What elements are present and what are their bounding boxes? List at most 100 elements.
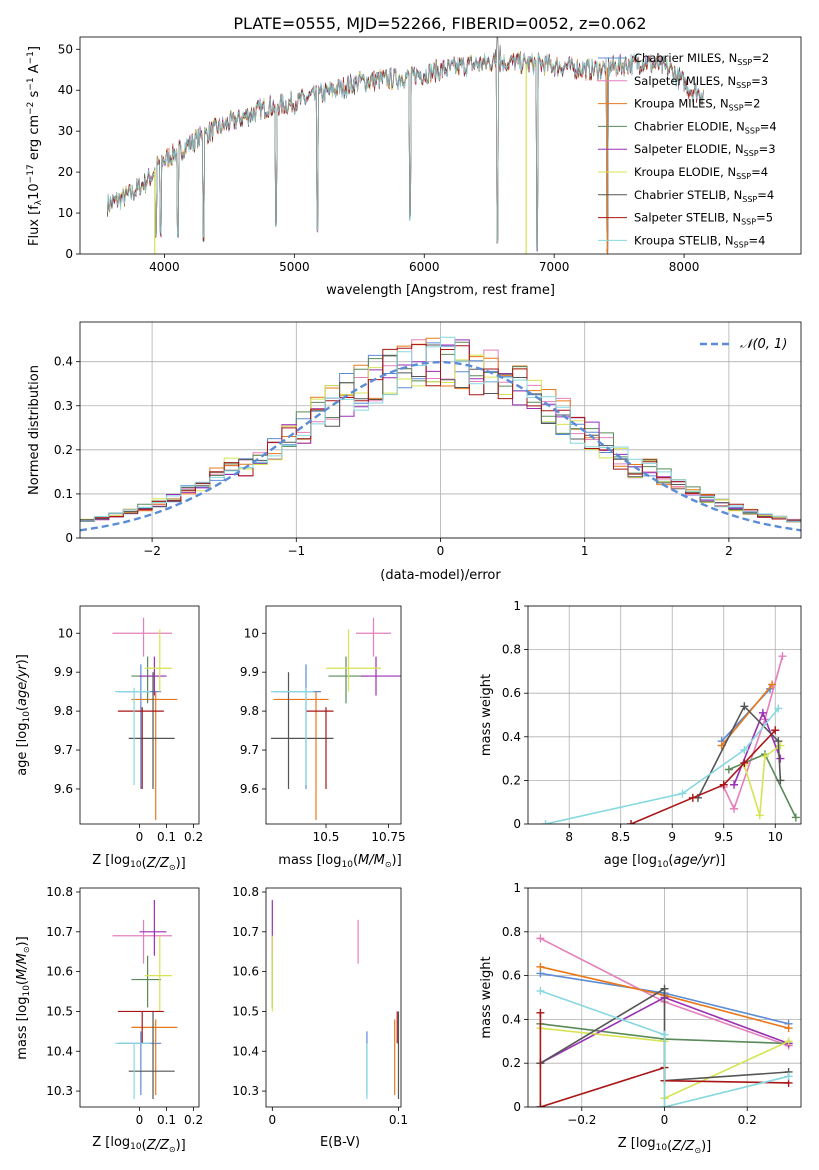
weight-point-kroupa_stelib <box>740 745 749 754</box>
y-tick-label: 9.7 <box>54 743 73 757</box>
label-part: 10 <box>130 860 142 870</box>
y-tick-label: 10.4 <box>46 1044 73 1058</box>
x-tick-label: 0.1 <box>157 830 176 844</box>
y-tick-label: 0.3 <box>54 399 73 413</box>
y-tick-label: 9.8 <box>54 704 73 718</box>
y-tick-label: 10.8 <box>46 885 73 899</box>
y-tick-label: 0.2 <box>502 773 521 787</box>
label-part: age/yr <box>673 853 716 868</box>
label-part: mass [log <box>278 853 341 868</box>
label-part: Chabrier MILES, N <box>634 51 737 65</box>
axes-frame <box>527 605 802 825</box>
chart-mass_vs_z: 0 0.1 0.210.310.410.510.610.710.8Z [log10(… <box>15 885 203 1154</box>
y-tick-label: 20 <box>58 165 73 179</box>
label-part: SSP <box>736 172 751 181</box>
y-tick-label: 0.8 <box>502 643 521 657</box>
label-part: 10 <box>656 1143 668 1153</box>
legend-label-chabrier_stelib: Chabrier STELIB, NSSP=4 <box>634 188 774 204</box>
weight-point-kroupa_miles <box>784 1024 793 1033</box>
x-axis-label: Z [log10(Z/Z⊙)] <box>618 1136 712 1155</box>
x-tick-label: 10.5 <box>313 830 340 844</box>
x-axis-label: (data-model)/error <box>380 568 501 583</box>
plot-area <box>80 336 801 532</box>
x-tick-label: 4000 <box>149 260 180 274</box>
label-part: SSP <box>734 240 749 249</box>
y-tick-label: 9.8 <box>240 704 259 718</box>
x-tick-label: 0 <box>661 1113 669 1127</box>
y-tick-label: 0.2 <box>502 1056 521 1070</box>
label-part: 10 <box>22 985 32 997</box>
chart-residuals: −2 −1 0 1 2 0 0.1 0.2 0.3 0.4 𝒩(0, 1) (data-model)/… <box>27 321 802 583</box>
weight-point-chabrier_stelib <box>660 984 669 993</box>
normal-curve <box>80 360 801 532</box>
y-tick-label: 10.5 <box>232 1004 259 1018</box>
weight-point-salpeter_stelib <box>627 820 636 824</box>
spectrum-legend: Chabrier MILES, N SSP =2 Salpeter MILES, NS… <box>598 51 777 249</box>
weight-line-kroupa_stelib <box>540 990 789 1107</box>
weight-line-kroupa_elodie <box>743 744 781 816</box>
label-part: Chabrier STELIB, N <box>634 188 742 202</box>
x-axis-label: mass [log10(M/M⊙)] <box>278 853 401 870</box>
weight-point-chabrier_stelib <box>776 776 785 785</box>
weight-point-salpeter_stelib <box>771 726 780 735</box>
weight-point-kroupa_elodie <box>784 1037 793 1046</box>
label-part: / <box>368 853 375 868</box>
y-tick-label: 10.7 <box>232 925 259 939</box>
label-part: / <box>155 1138 162 1153</box>
weight-point-salpeter_stelib <box>719 780 728 789</box>
y-tick-label: 9.7 <box>240 743 259 757</box>
label-part: −1 <box>26 77 36 90</box>
plot-area <box>536 934 793 1107</box>
label-part: M <box>15 953 30 964</box>
label-part: Kroupa STELIB, N <box>634 233 734 247</box>
axes-frame <box>79 36 802 255</box>
label-part: =2 <box>752 51 769 65</box>
x-tick-label: 0.2 <box>738 1113 757 1127</box>
label-part: ( <box>667 1139 672 1154</box>
label-part: 10 <box>27 183 42 200</box>
x-tick-label: 9 <box>668 830 676 844</box>
label-part: / <box>15 963 30 970</box>
histogram-kroupa_stelib <box>80 336 801 522</box>
label-part: =5 <box>756 211 773 225</box>
chart-mass_vs_ebv: 0 0.1 10.3 10.4 10.5 10.6 10.7 10.8 E(B-V) <box>232 885 408 1150</box>
y-tick-label: 10.6 <box>232 965 259 979</box>
label-part: A <box>27 64 42 77</box>
x-tick-label: 2 <box>725 544 733 558</box>
weight-point-salpeter_elodie <box>776 754 785 763</box>
legend-label-kroupa_miles: Kroupa MILES, NSSP=2 <box>634 97 760 113</box>
label-part: Z <box>146 1138 157 1153</box>
label-part: =4 <box>749 233 766 247</box>
y-tick-label: 0.4 <box>502 1012 521 1026</box>
y-tick-label: 10 <box>244 626 259 640</box>
y-tick-label: 0 <box>513 817 521 831</box>
x-tick-label: 7000 <box>539 260 570 274</box>
y-tick-label: 9.9 <box>54 665 73 679</box>
label-part: =3 <box>759 142 776 156</box>
plot-area <box>106 37 704 254</box>
label-part: ( <box>353 853 358 868</box>
legend-label-chabrier_elodie: Chabrier ELODIE, NSSP=4 <box>634 119 777 135</box>
y-axis-label: Normed distribution <box>27 365 42 495</box>
label-part: )] <box>15 654 30 664</box>
x-tick-label: 0.2 <box>184 830 203 844</box>
label-part: Z [log <box>92 853 130 868</box>
weight-point-salpeter_stelib <box>688 793 697 802</box>
label-part: Flux [f <box>27 205 42 246</box>
label-part: SSP <box>742 195 757 204</box>
label-part: age [log <box>604 853 657 868</box>
label-part: ⊙ <box>385 860 392 869</box>
y-axis-label: mass weight <box>479 674 494 756</box>
x-tick-label: 10 <box>768 830 783 844</box>
label-part: =4 <box>757 188 774 202</box>
legend-label-salpeter_miles: Salpeter MILES, NSSP=3 <box>634 74 768 90</box>
label-part: Z <box>685 1139 696 1154</box>
label-part: M <box>374 853 385 868</box>
y-tick-label: 10.3 <box>46 1084 73 1098</box>
label-part: ] <box>27 46 42 51</box>
weight-line-salpeter_stelib <box>630 729 776 824</box>
x-tick-label: 6000 <box>409 260 440 274</box>
y-tick-label: 10.6 <box>46 965 73 979</box>
legend-label-normal: 𝒩(0, 1) <box>740 337 787 352</box>
weight-point-kroupa_stelib <box>660 1103 669 1107</box>
